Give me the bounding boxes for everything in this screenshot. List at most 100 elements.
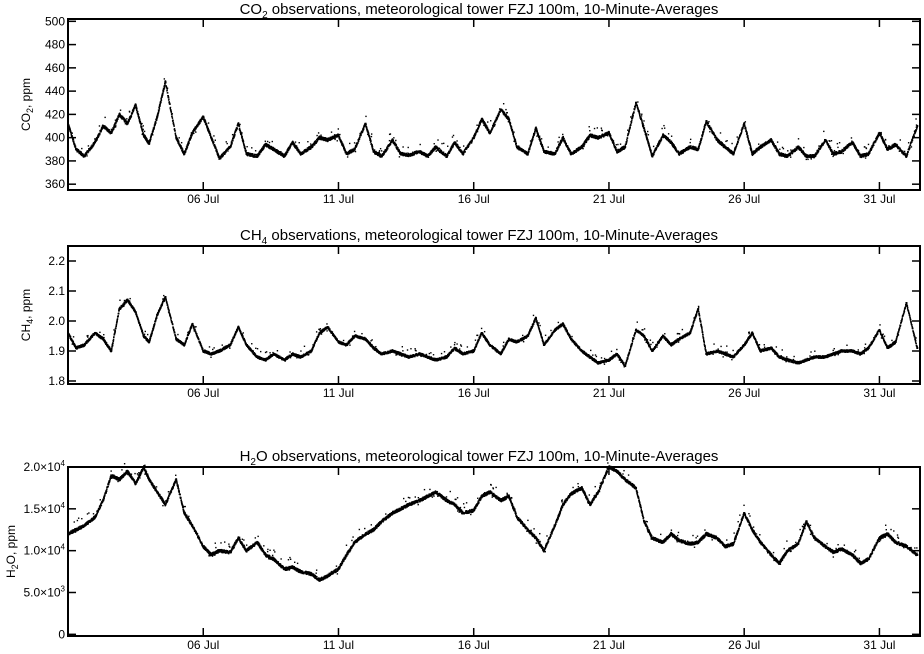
co2-data-point-dense bbox=[91, 146, 94, 148]
co2-data-point-dense bbox=[294, 141, 297, 143]
co2-data-point-dense bbox=[370, 133, 373, 135]
co2-data-point-dense bbox=[458, 146, 460, 149]
co2-data-point-dense bbox=[354, 150, 357, 153]
co2-data-point-dense bbox=[669, 139, 671, 141]
co2-data-point-dense bbox=[441, 151, 444, 154]
co2-data-point-dense bbox=[452, 134, 455, 137]
co2-data-point-dense bbox=[628, 130, 630, 132]
co2-data-point-dense bbox=[348, 152, 351, 155]
co2-data-point-dense bbox=[253, 153, 255, 156]
co2-data-point-dense bbox=[588, 138, 590, 140]
co2-data-point-dense bbox=[233, 137, 235, 139]
co2-data-point-dense bbox=[198, 123, 200, 125]
co2-data-point-dense bbox=[171, 116, 173, 119]
co2-data-point-dense bbox=[104, 125, 106, 127]
co2-data-point-dense bbox=[225, 151, 227, 153]
co2-data-point-dense bbox=[641, 113, 643, 115]
co2-data-point-dense bbox=[538, 135, 541, 137]
co2-data-point-dense bbox=[272, 147, 275, 149]
co2-data-point-dense bbox=[427, 156, 430, 158]
co2-data-point-dense bbox=[74, 145, 77, 147]
co2-data-point-dense bbox=[411, 153, 414, 156]
co2-data-point-dense bbox=[440, 149, 442, 152]
co2-data-point-dense bbox=[540, 138, 543, 140]
co2-data-point-dense bbox=[395, 139, 397, 142]
co2-data-point-dense bbox=[372, 148, 374, 150]
co2-data-point-dense bbox=[224, 153, 226, 155]
co2-data-point-dense bbox=[168, 97, 170, 99]
co2-data-point-dense bbox=[307, 141, 309, 143]
co2-data-point-dense bbox=[251, 147, 253, 149]
co2-data-point-dense bbox=[207, 126, 209, 129]
co2-data-point-dense bbox=[187, 144, 189, 146]
co2-data-point-dense bbox=[380, 154, 383, 156]
co2-data-point-dense bbox=[114, 126, 117, 128]
co2-data-point-dense bbox=[158, 109, 160, 111]
co2-data-point-dense bbox=[74, 143, 76, 146]
co2-data-point-dense bbox=[237, 122, 240, 124]
co2-data-point-dense bbox=[141, 130, 144, 133]
co2-data-point-dense bbox=[451, 146, 454, 149]
co2-data-point-dense bbox=[601, 129, 604, 132]
co2-data-point-dense bbox=[460, 149, 462, 151]
co2-data-point-dense bbox=[241, 132, 243, 134]
co2-data-point-dense bbox=[473, 136, 476, 138]
co2-data-point-dense bbox=[209, 133, 212, 136]
co2-data-point-dense bbox=[617, 143, 619, 146]
co2-data-point-dense bbox=[643, 120, 645, 122]
co2-y-tick-label: 400 bbox=[45, 131, 65, 145]
co2-data-point-dense bbox=[644, 131, 646, 133]
co2-data-point-dense bbox=[115, 123, 117, 125]
co2-data-point-dense bbox=[86, 155, 88, 157]
co2-data-point-dense bbox=[442, 151, 445, 153]
co2-data-point-dense bbox=[155, 119, 158, 121]
co2-data-point-dense bbox=[264, 140, 267, 142]
co2-data-point-dense bbox=[442, 153, 444, 155]
co2-data-point-dense bbox=[199, 118, 202, 121]
co2-title-rest: observations, meteorological tower FZJ 1… bbox=[268, 1, 719, 18]
co2-data-point-dense bbox=[382, 154, 385, 156]
co2-data-point-dense bbox=[163, 87, 165, 90]
co2-data-point-dense bbox=[74, 144, 76, 147]
co2-data-point-dense bbox=[271, 140, 273, 143]
co2-data-point-dense bbox=[325, 140, 327, 142]
co2-data-point-dense bbox=[437, 149, 440, 151]
co2-data-point-dense bbox=[387, 147, 389, 150]
co2-data-point-dense bbox=[115, 125, 117, 127]
co2-data-point-dense bbox=[368, 136, 371, 138]
co2-data-point-dense bbox=[169, 103, 171, 105]
co2-data-point-dense bbox=[362, 129, 364, 132]
co2-data-point-dense bbox=[171, 113, 174, 115]
co2-data-point-dense bbox=[146, 138, 148, 140]
co2-data-point-dense bbox=[456, 140, 458, 142]
co2-data-point-dense bbox=[186, 146, 189, 148]
co2-data-point-dense bbox=[559, 144, 561, 146]
co2-data-point-dense bbox=[238, 125, 241, 127]
co2-data-point-dense bbox=[230, 145, 232, 147]
co2-data-point-dense bbox=[117, 117, 119, 120]
co2-data-point-dense bbox=[188, 142, 190, 144]
co2-y-tick-label: 440 bbox=[45, 84, 65, 98]
co2-data-point-dense bbox=[195, 131, 197, 133]
co2-data-point-dense bbox=[166, 86, 168, 89]
co2-data-point-dense bbox=[651, 155, 654, 158]
co2-data-point-dense bbox=[238, 127, 241, 129]
co2-data-point-dense bbox=[281, 155, 284, 157]
co2-data-point-dense bbox=[175, 136, 178, 138]
co2-data-point-dense bbox=[496, 116, 499, 119]
co2-data-point-dense bbox=[140, 123, 142, 125]
co2-data-point-dense bbox=[292, 140, 294, 143]
co2-data-point-dense bbox=[73, 142, 75, 144]
co2-data-point-dense bbox=[226, 142, 228, 145]
co2-data-point-dense bbox=[193, 132, 195, 135]
co2-data-point-dense bbox=[170, 111, 173, 113]
co2-data-point-dense bbox=[195, 128, 197, 130]
co2-data-point-dense bbox=[309, 143, 312, 145]
co2-data-point-dense bbox=[91, 144, 93, 146]
co2-x-tick-label: 16 Jul bbox=[458, 192, 490, 206]
co2-data-point-dense bbox=[645, 134, 648, 137]
co2-data-point-dense bbox=[244, 145, 246, 148]
co2-data-point-dense bbox=[141, 127, 143, 130]
co2-data-point-dense bbox=[562, 136, 565, 138]
co2-data-point-dense bbox=[249, 152, 251, 155]
